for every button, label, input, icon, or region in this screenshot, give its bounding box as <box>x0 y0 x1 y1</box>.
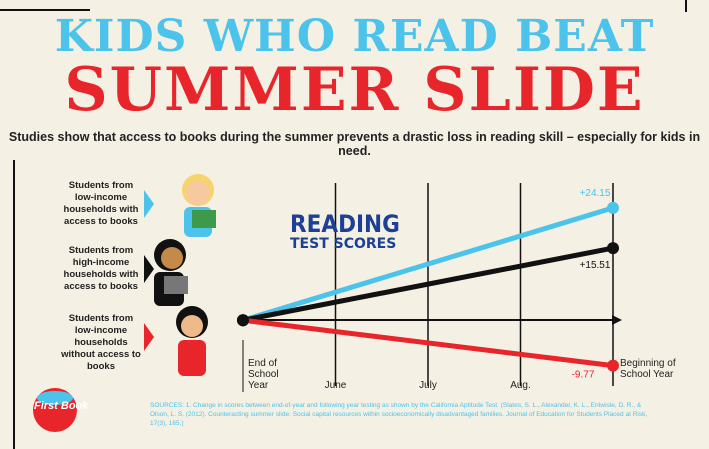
data-label: +24.15 <box>580 188 611 199</box>
x-tick-label: Beginning of School Year <box>620 358 676 380</box>
axis-arrow <box>612 315 622 325</box>
legend-arrow <box>144 323 154 351</box>
legend-label: Students from low-income households with… <box>63 180 139 227</box>
legend-label: Students from high-income households wit… <box>63 245 139 292</box>
title: KIDS WHO READ BEAT <box>54 11 655 62</box>
title-main: SUMMER SLIDE <box>64 55 645 125</box>
logo-text: First Book <box>34 400 89 412</box>
point <box>607 201 619 214</box>
chart-label: READING <box>290 210 400 238</box>
line <box>240 245 616 323</box>
data-label: +15.51 <box>580 260 611 271</box>
data-label: -9.77 <box>572 370 595 381</box>
logo-badge <box>33 388 77 432</box>
line <box>240 317 616 369</box>
kid-illustration <box>182 174 216 237</box>
legend-arrow <box>144 190 154 218</box>
point <box>607 242 619 255</box>
x-tick-label: June <box>324 380 347 391</box>
legend-arrow <box>144 255 154 283</box>
kid-illustration <box>176 306 208 376</box>
x-tick-label: July <box>419 380 437 391</box>
point <box>607 359 619 372</box>
kid-illustration <box>154 239 188 306</box>
legend-label: Students from low-income households with… <box>61 313 141 372</box>
line <box>240 205 616 323</box>
sources: SOURCES: 1. Change in scores between end… <box>150 402 648 427</box>
point <box>237 314 249 327</box>
x-tick-label: End of School Year <box>248 358 279 391</box>
chart-sublabel: TEST SCORES <box>290 236 397 252</box>
x-tick-label: Aug. <box>510 380 531 391</box>
subtitle: Studies show that access to books during… <box>8 130 701 158</box>
